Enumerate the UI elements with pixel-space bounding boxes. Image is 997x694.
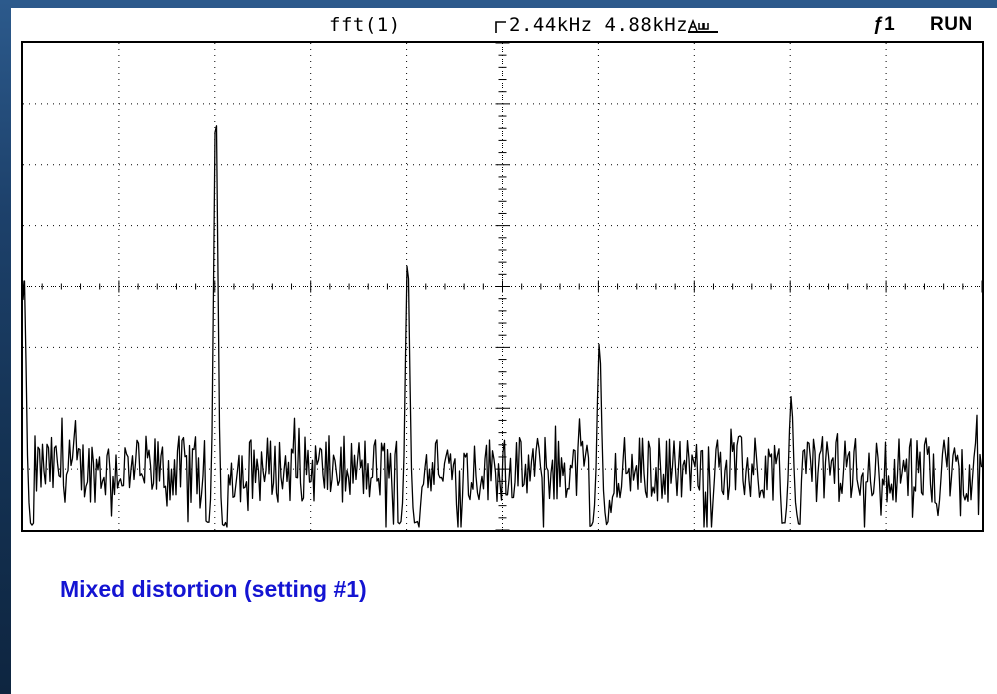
center-marker-icon [495,21,506,33]
trigger-indicator: ƒ1 [873,14,896,35]
span-center-freq: 2.44kHz [509,14,593,36]
scope-screen [21,41,984,532]
slide-caption: Mixed distortion (setting #1) [60,576,367,602]
run-state-label: RUN [930,14,973,35]
fft-mode-label: fft(1) [329,14,401,36]
span-full-freq: 4.88kHz [604,14,689,36]
average-acquire-icon [688,18,719,33]
slide-area: fft(1) 2.44kHz 4.88kHz ƒ1 RUN Mixed dist… [11,8,997,694]
spectrum-display [23,43,982,530]
scope-status-bar: fft(1) 2.44kHz 4.88kHz ƒ1 RUN [11,8,997,40]
frequency-readout: 2.44kHz 4.88kHz [495,14,719,36]
fft-trace [23,125,982,528]
